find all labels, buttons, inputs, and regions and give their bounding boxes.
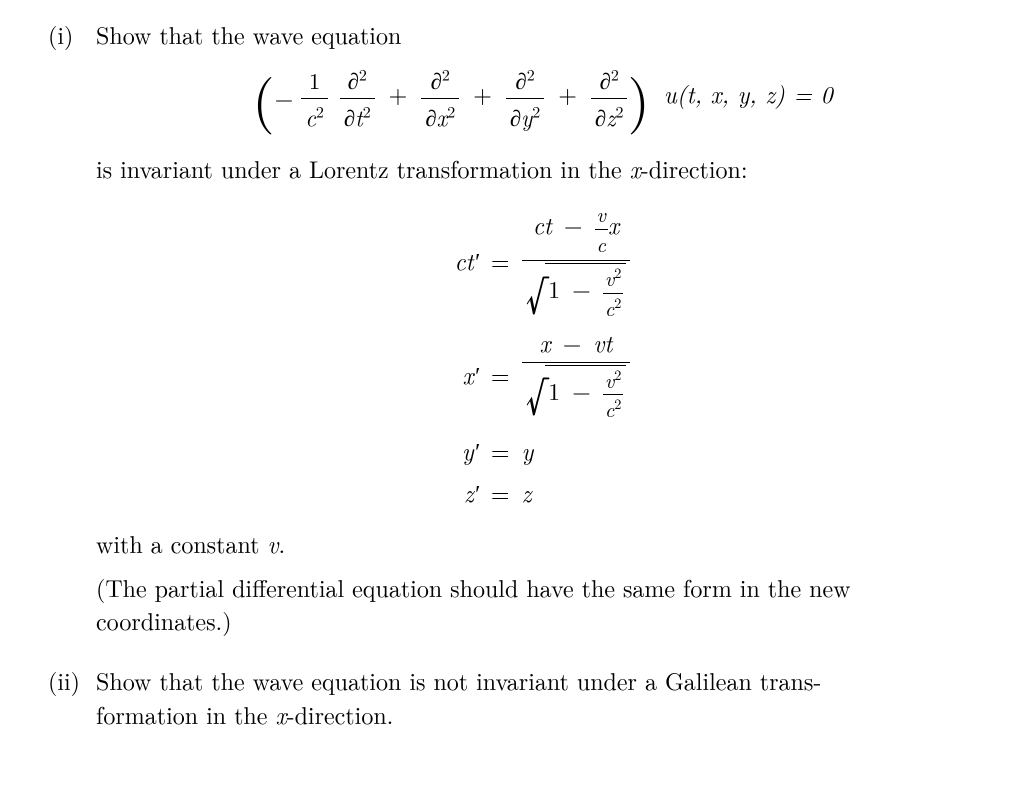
- wave-equation: (− 1 c2 ∂2 ∂t2 + ∂2 ∂x2 + ∂2 ∂y2: [96, 64, 989, 133]
- part-body: Show that the wave equation (− 1 c2 ∂2 ∂…: [96, 18, 989, 644]
- problem-part-ii: (ii) Show that the wave equation is not …: [48, 664, 989, 731]
- lorentz-transform: ct′ = ct − v c x: [96, 198, 989, 511]
- part-ii-line2: formation in the x-direction.: [96, 698, 989, 732]
- transform-row-ct: ct′ = ct − v c x: [449, 198, 637, 324]
- transform-row-y: y′ = y: [449, 426, 637, 470]
- mid-text: is invariant under a Lorentz transformat…: [96, 152, 989, 186]
- intro-text: Show that the wave equation: [96, 18, 989, 52]
- wave-eq-rhs: u(t, x, y, z) = 0: [664, 76, 833, 110]
- transform-row-x: x′ = x − vt √: [449, 324, 637, 426]
- tail-text-1: with a constant v.: [96, 527, 989, 561]
- transform-row-z: z′ = z: [449, 470, 637, 512]
- part-label: (ii): [48, 664, 96, 731]
- part-ii-line1: Show that the wave equation is not invar…: [96, 664, 989, 698]
- part-body: Show that the wave equation is not invar…: [96, 664, 989, 731]
- problem-part-i: (i) Show that the wave equation (− 1 c2 …: [48, 18, 989, 644]
- part-label: (i): [48, 18, 96, 644]
- tail-text-2: (The partial differential equation shoul…: [96, 571, 989, 638]
